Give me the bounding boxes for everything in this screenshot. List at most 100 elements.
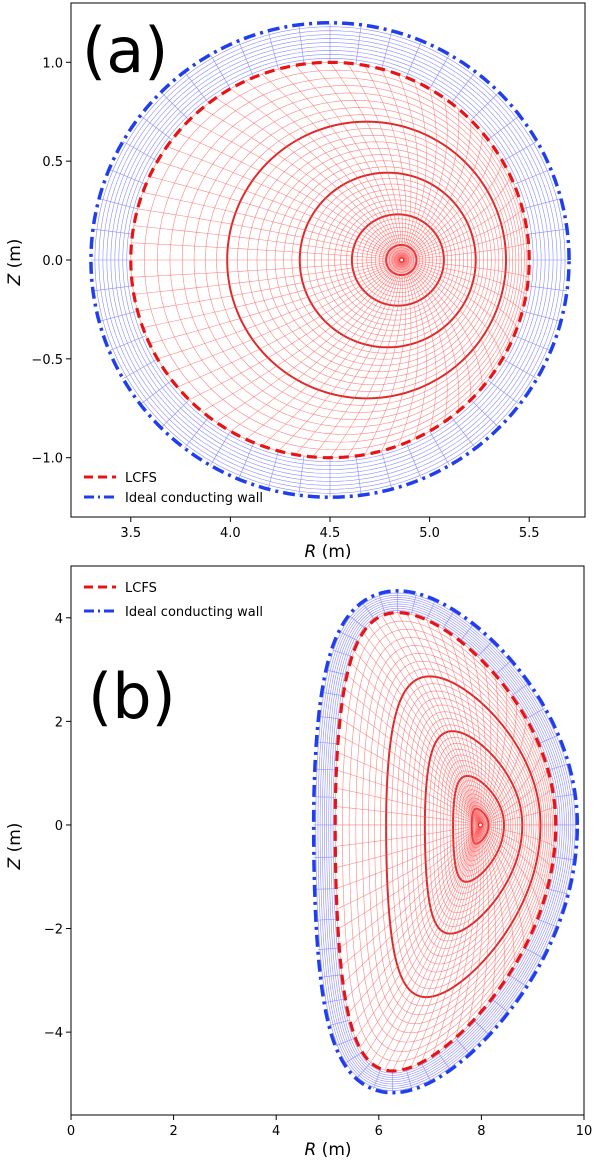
- flux-mesh-a: [90, 22, 570, 498]
- poloidal-ray: [364, 824, 481, 1057]
- poloidal-ray: [480, 769, 549, 826]
- poloidal-ray: [448, 632, 481, 825]
- x-tick-label: 3.5: [120, 526, 141, 541]
- vacuum-radial: [524, 947, 544, 959]
- vacuum-radial: [321, 692, 344, 696]
- vacuum-radial: [210, 54, 231, 89]
- vacuum-radial: [98, 310, 138, 322]
- vacuum-radial: [122, 358, 158, 379]
- vacuum-radial: [405, 40, 422, 78]
- vacuum-radial: [109, 168, 147, 185]
- poloidal-ray: [359, 824, 481, 1049]
- poloidal-ray: [401, 259, 503, 359]
- poloidal-ray: [480, 824, 542, 910]
- vacuum-radial: [361, 602, 375, 621]
- boundary-curves-b: [311, 589, 580, 1095]
- vacuum-radial: [338, 631, 359, 642]
- poloidal-ray: [295, 65, 402, 261]
- poloidal-ray: [401, 132, 483, 261]
- x-tick-label: 5.5: [519, 526, 540, 541]
- vacuum-radial: [381, 30, 393, 70]
- poloidal-ray: [137, 259, 402, 312]
- poloidal-ray: [401, 176, 511, 261]
- plot-frame-b: [70, 565, 585, 1116]
- vacuum-radial: [494, 660, 512, 676]
- vacuum-radial: [487, 115, 520, 140]
- legend-label-wall-b: Ideal conducting wall: [125, 605, 263, 620]
- poloidal-ray: [261, 259, 402, 446]
- vacuum-radial: [487, 380, 520, 405]
- poloidal-ray: [480, 806, 556, 826]
- vacuum-radial: [459, 623, 474, 642]
- poloidal-ray: [384, 824, 481, 1071]
- poloidal-ray: [368, 625, 481, 826]
- y-tick-label: 4: [55, 612, 63, 627]
- poloidal-ray: [374, 619, 481, 826]
- poloidal-ray: [295, 259, 402, 455]
- poloidal-ray: [149, 259, 402, 344]
- vacuum-radial: [491, 998, 509, 1013]
- vacuum-radial: [527, 285, 568, 292]
- legend-label-lcfs-b: LCFS: [125, 581, 157, 596]
- poloidal-ray: [381, 615, 481, 826]
- poloidal-ray: [480, 703, 517, 826]
- vacuum-radial: [238, 40, 255, 78]
- poloidal-ray: [410, 824, 481, 1068]
- vacuum-radial: [421, 1062, 432, 1083]
- vacuum-radial: [331, 649, 353, 657]
- poloidal-ray: [142, 259, 402, 328]
- poloidal-ray: [278, 68, 402, 261]
- poloidal-ray: [479, 824, 490, 1014]
- x-tick-label: 6: [375, 1124, 383, 1139]
- y-tick-label: 0: [55, 819, 63, 834]
- ticks-a: 3.5 4.0 4.5 5.0 5.5 −1.0 −0.5 0.0 0.5 1.0: [31, 56, 539, 541]
- legend-b: LCFS Ideal conducting wall: [84, 581, 263, 620]
- poloidal-ray: [188, 119, 402, 261]
- y-tick-label: −1.0: [31, 452, 63, 467]
- x-tick-label: 10: [576, 1124, 593, 1139]
- poloidal-ray: [188, 259, 402, 401]
- vacuum-radial: [553, 793, 576, 798]
- poloidal-ray: [401, 120, 472, 261]
- series-ideal-conducting-wall: [311, 589, 580, 1095]
- vacuum-radial: [160, 399, 190, 428]
- vacuum-radial: [378, 593, 386, 615]
- poloidal-ray: [421, 824, 481, 1063]
- poloidal-ray: [471, 650, 486, 826]
- poloidal-ray: [350, 662, 481, 826]
- vacuum-radial: [455, 1037, 470, 1055]
- poloidal-ray: [401, 259, 529, 278]
- poloidal-ray: [335, 806, 481, 826]
- vacuum-radial: [547, 888, 569, 895]
- poloidal-ray: [261, 74, 402, 261]
- series-lcfs: [333, 611, 558, 1073]
- poloidal-ray: [338, 734, 481, 826]
- vacuum-radial: [140, 115, 173, 140]
- poloidal-ray: [401, 88, 437, 261]
- vacuum-radial: [317, 947, 340, 951]
- vacuum-radial: [470, 92, 500, 121]
- poloidal-ray: [401, 259, 527, 295]
- vacuum-radial: [522, 310, 561, 322]
- vacuum-surface: [328, 605, 563, 1078]
- magnetic-axis: [399, 257, 405, 263]
- panel-label-a: (a): [82, 14, 168, 87]
- poloidal-ray: [480, 735, 536, 826]
- poloidal-ray: [401, 259, 437, 432]
- poloidal-ray: [401, 824, 481, 1071]
- vacuum-radial: [437, 1052, 451, 1071]
- y-tick-label: 1.0: [42, 56, 63, 71]
- vacuum-radial: [122, 141, 158, 162]
- flux-mesh-b: [313, 590, 578, 1093]
- poloidal-ray: [401, 259, 472, 400]
- vacuum-radial: [184, 71, 209, 104]
- y-tick-label: −4: [44, 1026, 63, 1041]
- poloidal-ray: [149, 176, 402, 261]
- vacuum-radial: [92, 228, 133, 235]
- vacuum-radial: [470, 399, 500, 428]
- vacuum-radial: [429, 431, 450, 466]
- magnetic-axis: [477, 822, 483, 828]
- panel-a: 3.5 4.0 4.5 5.0 5.5 −1.0 −0.5 0.0 0.5 1.0 (a) R (…: [5, 2, 586, 562]
- vacuum-radial: [429, 54, 450, 89]
- poloidal-ray: [335, 824, 481, 868]
